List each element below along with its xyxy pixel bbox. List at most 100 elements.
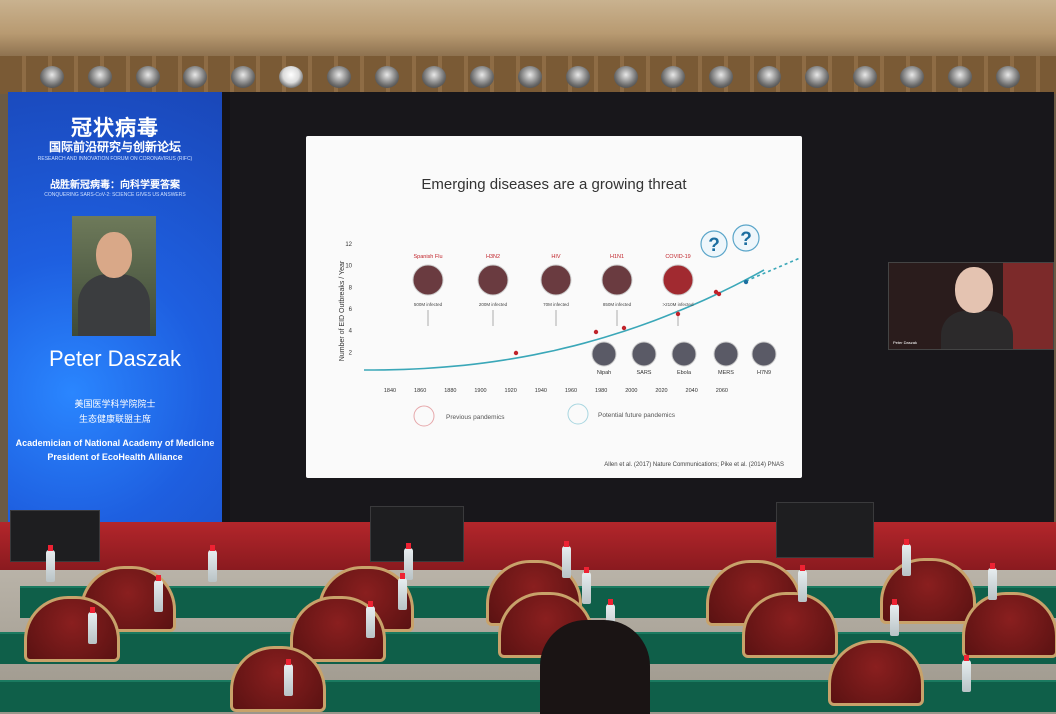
future-pandemic-mark: ? bbox=[740, 229, 752, 250]
stage-light bbox=[231, 66, 256, 88]
outbreak-image bbox=[751, 341, 777, 367]
water-bottle bbox=[562, 541, 571, 578]
speaker-role-cn-1: 美国医学科学院院士 bbox=[74, 399, 156, 409]
speaker-name: Peter Daszak bbox=[48, 346, 182, 371]
stage-light bbox=[661, 66, 686, 88]
legend-previous-label: Previous pandemics bbox=[446, 414, 505, 421]
audience-chair bbox=[742, 592, 838, 658]
x-tick-label: 1960 bbox=[565, 388, 577, 394]
water-bottle bbox=[962, 655, 971, 692]
speaker-role-cn-2: 生态健康联盟主席 bbox=[78, 414, 151, 424]
pandemic-point bbox=[593, 329, 599, 335]
water-bottle bbox=[284, 659, 293, 696]
x-tick-label: 1860 bbox=[414, 388, 426, 394]
pandemic-name: HIV bbox=[551, 254, 561, 260]
future-pandemic-bubble bbox=[732, 224, 760, 252]
outbreak-image bbox=[631, 341, 657, 367]
pandemic-infected-count: 200M infected bbox=[479, 302, 508, 307]
video-participant-body bbox=[941, 311, 1013, 349]
water-bottle bbox=[398, 573, 407, 610]
x-tick-label: 1940 bbox=[535, 388, 547, 394]
pandemic-name: Spanish Flu bbox=[413, 254, 442, 260]
pandemic-image bbox=[477, 264, 509, 296]
pandemic-name: COVID-19 bbox=[665, 254, 690, 260]
stage-light bbox=[374, 66, 399, 88]
trend-line-projection bbox=[745, 257, 801, 282]
stage-light bbox=[326, 66, 351, 88]
water-bottle bbox=[798, 565, 807, 602]
stage-light bbox=[756, 66, 781, 88]
outbreak-name: Nipah bbox=[597, 370, 611, 376]
pandemic-image bbox=[601, 264, 633, 296]
water-bottle bbox=[582, 567, 591, 604]
pandemic-point bbox=[675, 311, 681, 317]
ceiling bbox=[0, 0, 1056, 56]
banner-subtitle-en: RESEARCH AND INNOVATION FORUM ON CORONAV… bbox=[37, 156, 193, 162]
speaker-role-en-1: Academician of National Academy of Medic… bbox=[15, 438, 215, 448]
water-bottle bbox=[208, 545, 217, 582]
stage-light bbox=[804, 66, 829, 88]
y-tick-label: 2 bbox=[349, 350, 353, 356]
speaker-banner: 冠状病毒 国际前沿研究与创新论坛 RESEARCH AND INNOVATION… bbox=[8, 92, 222, 522]
stage-light bbox=[948, 66, 973, 88]
pandemic-name: H3N2 bbox=[486, 254, 500, 260]
stage-lights bbox=[40, 66, 1020, 92]
water-bottle bbox=[988, 563, 997, 600]
x-tick-label: 1840 bbox=[384, 388, 396, 394]
slide-title: Emerging diseases are a growing threat bbox=[421, 176, 687, 193]
outbreak-name: H7N9 bbox=[757, 370, 771, 376]
x-tick-label: 2000 bbox=[625, 388, 637, 394]
stage-speaker-center bbox=[370, 506, 464, 562]
x-tick-label: 1920 bbox=[505, 388, 517, 394]
stage-light bbox=[709, 66, 734, 88]
water-bottle bbox=[46, 545, 55, 582]
future-point bbox=[743, 279, 749, 285]
stage-light bbox=[900, 66, 925, 88]
future-pandemic-bubble bbox=[700, 230, 728, 258]
water-bottle bbox=[902, 539, 911, 576]
banner-slogan-en: CONQUERING SARS-CoV-2: SCIENCE GIVES US … bbox=[44, 192, 186, 198]
pandemic-infected-count: 70M infected bbox=[543, 302, 569, 307]
audience-chair bbox=[962, 592, 1056, 658]
x-tick-label: 1980 bbox=[595, 388, 607, 394]
trend-line bbox=[364, 269, 765, 371]
banner-subtitle: 国际前沿研究与创新论坛 bbox=[48, 140, 181, 154]
x-tick-label: 1900 bbox=[474, 388, 486, 394]
legend-previous-marker bbox=[413, 405, 435, 427]
stage-speaker-left bbox=[10, 510, 100, 562]
x-tick-label: 2040 bbox=[686, 388, 698, 394]
pandemic-image bbox=[540, 264, 572, 296]
x-tick-label: 2020 bbox=[655, 388, 667, 394]
outbreak-name: SARS bbox=[637, 370, 652, 376]
speaker-portrait bbox=[72, 216, 156, 336]
stage-light bbox=[135, 66, 160, 88]
outbreak-name: MERS bbox=[718, 370, 734, 376]
pandemic-point bbox=[621, 325, 627, 331]
video-participant-head bbox=[955, 267, 993, 313]
y-tick-label: 6 bbox=[349, 307, 353, 313]
x-tick-label: 1880 bbox=[444, 388, 456, 394]
stage-light bbox=[517, 66, 542, 88]
stage-light bbox=[613, 66, 638, 88]
legend-future-label: Potential future pandemics bbox=[598, 412, 676, 419]
portrait-body bbox=[78, 274, 150, 336]
remote-video-tile: Peter Daszak bbox=[888, 262, 1054, 350]
presentation-slide: Emerging diseases are a growing threat N… bbox=[306, 136, 802, 478]
water-bottle bbox=[404, 543, 413, 580]
stage-speaker-right bbox=[776, 502, 874, 558]
outbreak-image bbox=[671, 341, 697, 367]
stage-light bbox=[852, 66, 877, 88]
audience-member bbox=[540, 620, 650, 714]
legend-future-marker bbox=[567, 403, 589, 425]
pandemic-image bbox=[662, 264, 694, 296]
stage-light bbox=[87, 66, 112, 88]
pandemic-name: H1N1 bbox=[610, 254, 624, 260]
outbreak-chart: Number of EID Outbreaks / Year 2 4 6 8 10 12 18… bbox=[339, 224, 801, 427]
y-tick-label: 8 bbox=[349, 285, 353, 291]
y-tick-label: 10 bbox=[345, 264, 352, 270]
outbreak-image bbox=[713, 341, 739, 367]
y-tick-label: 12 bbox=[345, 242, 352, 248]
banner-title: 冠状病毒 bbox=[71, 117, 159, 140]
outbreak-image bbox=[591, 341, 617, 367]
